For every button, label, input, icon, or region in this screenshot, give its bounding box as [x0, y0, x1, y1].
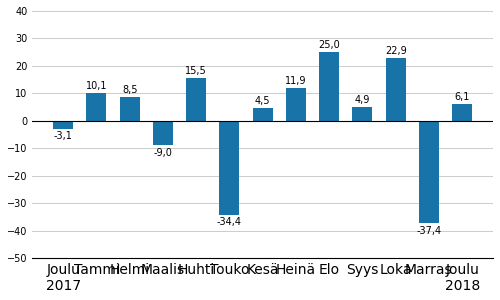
Bar: [120, 98, 140, 121]
Text: 22,9: 22,9: [385, 46, 406, 56]
Bar: [419, 121, 439, 224]
Text: 4,5: 4,5: [255, 96, 270, 106]
Bar: [153, 121, 173, 146]
Text: 4,9: 4,9: [354, 95, 370, 105]
Text: -34,4: -34,4: [217, 218, 242, 227]
Bar: [186, 78, 206, 121]
Bar: [452, 104, 472, 121]
Text: -37,4: -37,4: [416, 226, 442, 236]
Text: -3,1: -3,1: [54, 131, 72, 141]
Bar: [53, 121, 73, 129]
Text: -9,0: -9,0: [154, 148, 172, 158]
Text: 6,1: 6,1: [454, 92, 470, 102]
Bar: [86, 93, 106, 121]
Bar: [220, 121, 240, 215]
Bar: [386, 58, 406, 121]
Text: 25,0: 25,0: [318, 40, 340, 50]
Bar: [319, 52, 339, 121]
Text: 15,5: 15,5: [186, 66, 207, 76]
Text: 8,5: 8,5: [122, 85, 138, 95]
Bar: [252, 108, 272, 121]
Text: 11,9: 11,9: [285, 76, 306, 86]
Bar: [352, 107, 372, 121]
Text: 10,1: 10,1: [86, 81, 107, 91]
Bar: [286, 88, 306, 121]
